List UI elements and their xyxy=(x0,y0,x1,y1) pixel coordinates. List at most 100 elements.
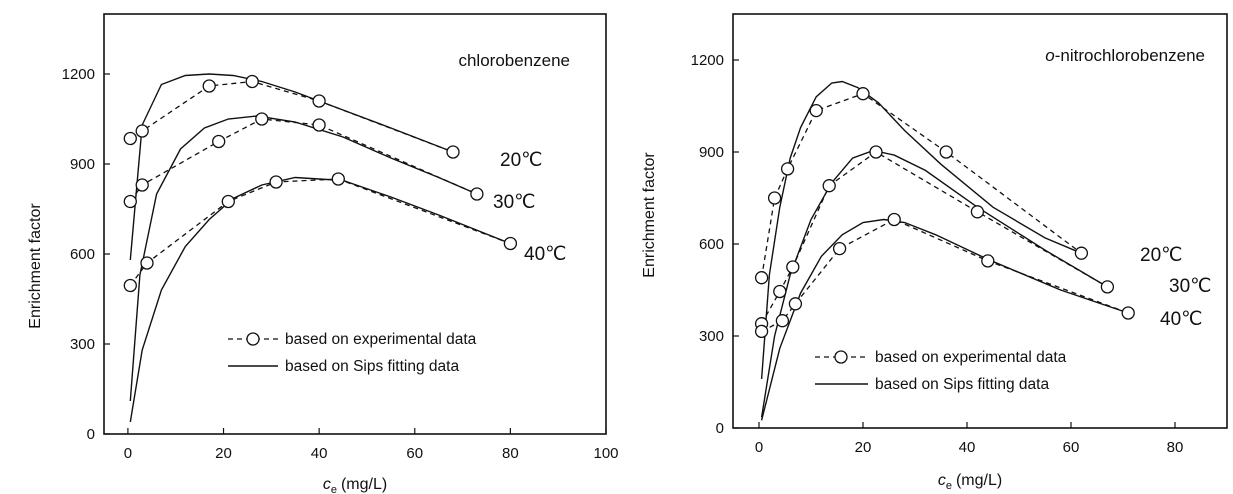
experimental-point xyxy=(221,194,235,209)
x-tick-label: 80 xyxy=(502,445,519,462)
series-label-20c: 20℃ xyxy=(500,150,542,171)
x-tick-label: 20 xyxy=(215,445,232,462)
experimental-line xyxy=(760,92,1082,278)
experimental-point xyxy=(140,256,154,270)
legend-exp-label: based on experimental data xyxy=(875,349,1067,366)
experimental-point xyxy=(1121,306,1135,320)
x-tick-label: 40 xyxy=(959,439,976,456)
experimental-point xyxy=(446,145,460,159)
experimental-point xyxy=(775,314,790,328)
experimental-point xyxy=(773,284,787,299)
x-axis-title: ce (mg/L) xyxy=(938,472,1002,492)
plot-frame xyxy=(103,13,607,435)
y-tick-label: 300 xyxy=(699,328,724,345)
series-label: 20℃ xyxy=(500,150,542,171)
sips-fit-line xyxy=(129,176,511,423)
y-tick-label: 0 xyxy=(716,420,724,437)
experimental-point xyxy=(135,178,149,192)
legend-exp-label: based on experimental data xyxy=(285,331,477,348)
experimental-line xyxy=(129,178,511,286)
experimental-point xyxy=(470,187,484,201)
experimental-point xyxy=(1100,280,1115,294)
series-label: 40℃ xyxy=(1160,309,1202,330)
y-axis-title: Enrichment factor xyxy=(641,152,658,278)
legend-fit-label: based on Sips fitting data xyxy=(875,376,1049,393)
experimental-line xyxy=(761,218,1129,332)
series-label-20c: 20℃ xyxy=(1140,245,1182,266)
experimental-point xyxy=(212,134,226,149)
y-tick-label: 0 xyxy=(87,426,95,443)
y-tick-label: 1200 xyxy=(62,66,95,83)
experimental-point xyxy=(123,278,137,293)
sips-fit-line xyxy=(129,115,478,402)
experimental-point xyxy=(939,145,953,159)
y-axis-title: Enrichment factor xyxy=(27,203,44,329)
experimental-point xyxy=(503,236,518,251)
plot-area xyxy=(123,73,518,423)
sips-fit-line xyxy=(760,80,1082,379)
x-axis-title-unit: (mg/L) xyxy=(956,472,1002,489)
x-tick-label: 40 xyxy=(311,445,328,462)
x-axis-title-symbol: c xyxy=(323,476,331,493)
experimental-point xyxy=(1074,246,1089,260)
panel-title: o-nitrochlorobenzene xyxy=(1045,46,1205,65)
experimental-point xyxy=(856,87,870,101)
y-axis-ticks: 0 300 600 900 1200 xyxy=(691,52,739,437)
y-tick-label: 1200 xyxy=(691,52,724,69)
experimental-line xyxy=(129,118,478,202)
x-axis-title-symbol: c xyxy=(938,472,946,489)
sips-fit-line xyxy=(129,73,454,261)
x-axis-ticks: 0 20 40 60 80 100 xyxy=(124,428,619,462)
experimental-point xyxy=(331,172,345,186)
experimental-point xyxy=(202,79,216,93)
series-label: 30℃ xyxy=(1169,276,1211,297)
legend-exp-marker xyxy=(246,332,260,346)
legend: based on experimental data based on Sips… xyxy=(228,331,477,375)
experimental-point xyxy=(312,118,326,132)
panel-chlorobenzene: 0 300 600 900 1200 0 20 40 60 80 100 chlorobenzen… xyxy=(27,13,619,494)
experimental-point xyxy=(269,175,283,189)
y-tick-label: 900 xyxy=(70,156,95,173)
y-tick-label: 900 xyxy=(699,144,724,161)
experimental-line xyxy=(761,151,1108,325)
legend: based on experimental data based on Sips… xyxy=(815,349,1067,393)
x-tick-label: 100 xyxy=(593,445,618,462)
x-tick-label: 60 xyxy=(406,445,423,462)
x-tick-label: 80 xyxy=(1167,439,1184,456)
plot-frame xyxy=(732,13,1228,429)
experimental-point xyxy=(788,297,803,311)
experimental-point xyxy=(981,254,995,268)
experimental-point xyxy=(767,191,782,205)
y-tick-label: 300 xyxy=(70,336,95,353)
series-label-40c: 40℃ xyxy=(1160,309,1202,330)
x-axis-title: ce (mg/L) xyxy=(323,476,387,494)
experimental-point xyxy=(822,179,836,193)
x-axis-title-unit: (mg/L) xyxy=(341,476,387,493)
panel-o-nitrochlorobenzene: 0 300 600 900 1200 0 20 40 60 80 o-nitrochlorobe… xyxy=(641,13,1228,492)
experimental-point xyxy=(123,131,137,146)
y-tick-label: 600 xyxy=(699,236,724,253)
experimental-point xyxy=(245,74,259,89)
x-tick-label: 0 xyxy=(755,439,763,456)
experimental-point xyxy=(809,103,823,118)
x-axis-ticks: 0 20 40 60 80 xyxy=(755,422,1184,456)
x-tick-label: 60 xyxy=(1063,439,1080,456)
x-axis-title-subscript: e xyxy=(331,484,337,494)
legend-exp-marker xyxy=(834,350,848,364)
series-label-30c: 30℃ xyxy=(1169,276,1211,297)
sips-fit-line xyxy=(760,149,1108,418)
series-label: 20℃ xyxy=(1140,245,1182,266)
series-label: 30℃ xyxy=(493,192,535,213)
panel-title-rest: -nitrochlorobenzene xyxy=(1055,46,1205,65)
experimental-point xyxy=(970,205,985,219)
series-label-30c: 30℃ xyxy=(493,192,535,213)
experimental-point xyxy=(869,145,883,159)
experimental-point xyxy=(123,194,137,209)
experimental-point xyxy=(312,94,326,108)
x-tick-label: 20 xyxy=(855,439,872,456)
legend-fit-label: based on Sips fitting data xyxy=(285,358,459,375)
series-label: 40℃ xyxy=(524,244,566,265)
panel-title: chlorobenzene xyxy=(458,51,570,70)
y-axis-ticks: 0 300 600 900 1200 xyxy=(62,66,110,443)
